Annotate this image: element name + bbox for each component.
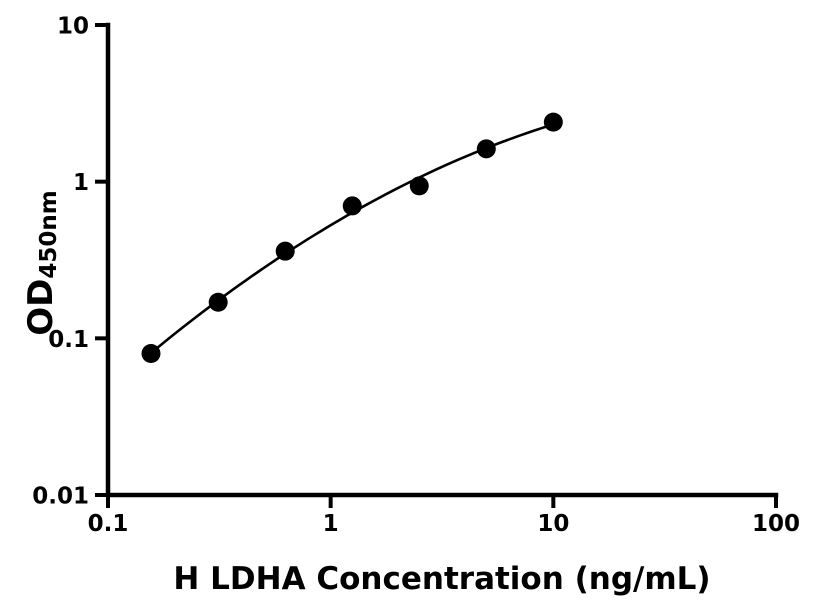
y-axis-title-main: OD	[21, 279, 61, 336]
x-tick-label-10: 10	[537, 511, 569, 537]
y-axis-title: OD450nm	[21, 190, 62, 336]
fit-curve	[150, 123, 554, 354]
data-point-4	[342, 196, 362, 216]
data-point-3	[275, 241, 295, 261]
y-axis-title-sub: 450nm	[36, 190, 62, 278]
axis-lines	[105, 22, 779, 498]
x-tick-label-100: 100	[752, 511, 800, 537]
data-point-7	[543, 112, 563, 132]
x-tick-label-0.1: 0.1	[88, 511, 129, 537]
data-point-2	[208, 292, 228, 312]
y-tick-label-10: 10	[57, 14, 89, 40]
x-tick-label-1: 1	[323, 511, 339, 537]
data-point-1	[141, 344, 161, 364]
y-tick-label-0.1: 0.1	[48, 327, 89, 353]
x-axis-title: H LDHA Concentration (ng/mL)	[173, 561, 710, 597]
data-point-5	[409, 176, 429, 196]
y-tick-label-0.01: 0.01	[32, 484, 89, 510]
y-tick-label-1: 1	[73, 170, 89, 196]
data-point-6	[476, 139, 496, 159]
